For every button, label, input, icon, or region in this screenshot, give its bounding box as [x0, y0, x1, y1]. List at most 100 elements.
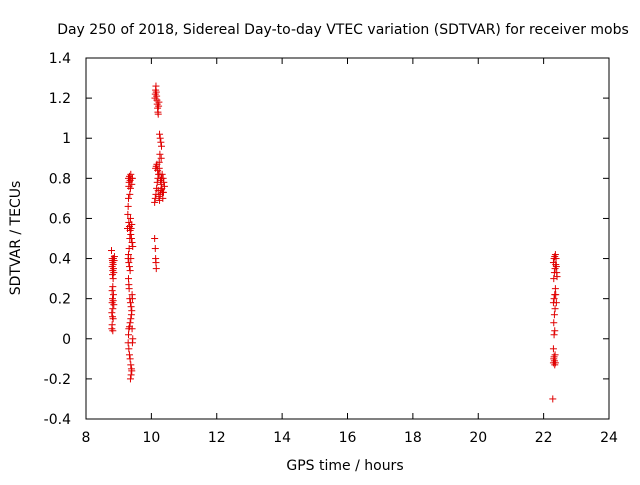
data-point	[552, 263, 560, 271]
data-point	[127, 255, 135, 263]
data-point	[128, 220, 136, 228]
data-point	[552, 299, 560, 307]
data-point	[157, 154, 165, 162]
y-tick-label: 0.8	[49, 171, 71, 187]
data-point	[126, 299, 134, 307]
data-point	[126, 214, 134, 222]
data-point	[159, 188, 167, 196]
data-point	[127, 230, 135, 238]
data-point	[124, 202, 132, 210]
x-tick-label: 22	[535, 430, 553, 446]
data-point	[129, 335, 137, 343]
y-tick-label: -0.4	[44, 412, 71, 428]
data-point	[125, 245, 133, 253]
data-point	[108, 309, 116, 317]
ticks-layer: 8 10 12 14 16 18 20 22 24 -0.4 -0.2 0 0.2 0.4 0.6 0.8 1 1…	[44, 51, 618, 446]
data-point	[128, 291, 136, 299]
data-point	[551, 327, 559, 335]
data-marks	[107, 82, 561, 403]
x-tick-label: 24	[600, 430, 618, 446]
data-point	[109, 255, 117, 263]
data-point	[155, 158, 163, 166]
data-point	[549, 259, 557, 267]
data-point	[129, 243, 137, 251]
data-point	[109, 315, 117, 323]
chart-title: Day 250 of 2018, Sidereal Day-to-day VTE…	[57, 22, 629, 38]
data-point	[127, 224, 135, 232]
data-point	[127, 315, 135, 323]
x-tick-label: 12	[208, 430, 226, 446]
data-point	[151, 194, 159, 202]
data-point	[155, 98, 163, 106]
y-tick-label: -0.2	[44, 372, 71, 388]
y-tick-label: 0.6	[49, 211, 71, 227]
x-tick-label: 10	[142, 430, 160, 446]
data-point	[126, 319, 134, 327]
data-point	[125, 259, 133, 267]
data-point	[124, 194, 132, 202]
data-point	[124, 210, 132, 218]
data-point	[549, 395, 557, 403]
data-point	[126, 375, 134, 383]
data-point	[550, 295, 558, 303]
data-point	[158, 170, 166, 178]
x-tick-label: 16	[339, 430, 357, 446]
x-tick-label: 8	[82, 430, 91, 446]
data-point	[128, 239, 136, 247]
data-point	[126, 190, 134, 198]
data-point	[552, 291, 560, 299]
data-point	[127, 361, 135, 369]
data-point	[156, 130, 164, 138]
data-point	[551, 251, 559, 259]
data-point	[151, 235, 159, 242]
data-point	[551, 285, 559, 293]
x-axis-label: GPS time / hours	[286, 458, 403, 474]
data-point	[551, 305, 559, 313]
y-tick-label: 0.2	[49, 292, 71, 308]
data-point	[158, 142, 166, 150]
data-point	[553, 273, 561, 281]
data-point	[160, 182, 168, 190]
data-point	[109, 275, 117, 283]
y-axis-label: SDTVAR / TECUs	[8, 181, 24, 296]
data-point	[127, 371, 135, 379]
x-tick-label: 20	[469, 430, 487, 446]
data-point	[126, 267, 134, 275]
data-point	[152, 82, 160, 90]
data-point	[109, 283, 117, 291]
data-point	[156, 134, 164, 142]
data-point	[126, 184, 134, 192]
data-point	[552, 255, 560, 263]
data-point	[125, 285, 133, 293]
data-point	[126, 235, 134, 242]
data-point	[156, 150, 164, 158]
data-point	[125, 345, 133, 353]
y-tick-label: 0	[62, 332, 71, 348]
data-point	[151, 198, 159, 206]
data-point	[158, 174, 166, 182]
data-point	[160, 178, 168, 186]
plot-frame	[85, 57, 610, 420]
data-point	[151, 245, 159, 253]
axes-layer	[85, 57, 610, 420]
data-point	[550, 319, 558, 327]
data-point	[154, 166, 162, 174]
data-point	[124, 275, 132, 283]
data-point	[157, 138, 165, 146]
data-point	[128, 180, 136, 188]
data-point	[551, 359, 559, 367]
data-point	[124, 331, 132, 339]
data-point	[152, 265, 160, 273]
data-point	[550, 331, 558, 339]
data-point	[128, 367, 136, 375]
data-point	[551, 351, 559, 359]
x-tick-label: 14	[273, 430, 291, 446]
y-tick-label: 0.4	[49, 252, 71, 268]
data-point	[127, 303, 135, 311]
data-point	[108, 287, 116, 295]
data-point	[126, 355, 134, 363]
y-tick-label: 1.2	[49, 91, 71, 107]
data-point	[152, 259, 160, 267]
